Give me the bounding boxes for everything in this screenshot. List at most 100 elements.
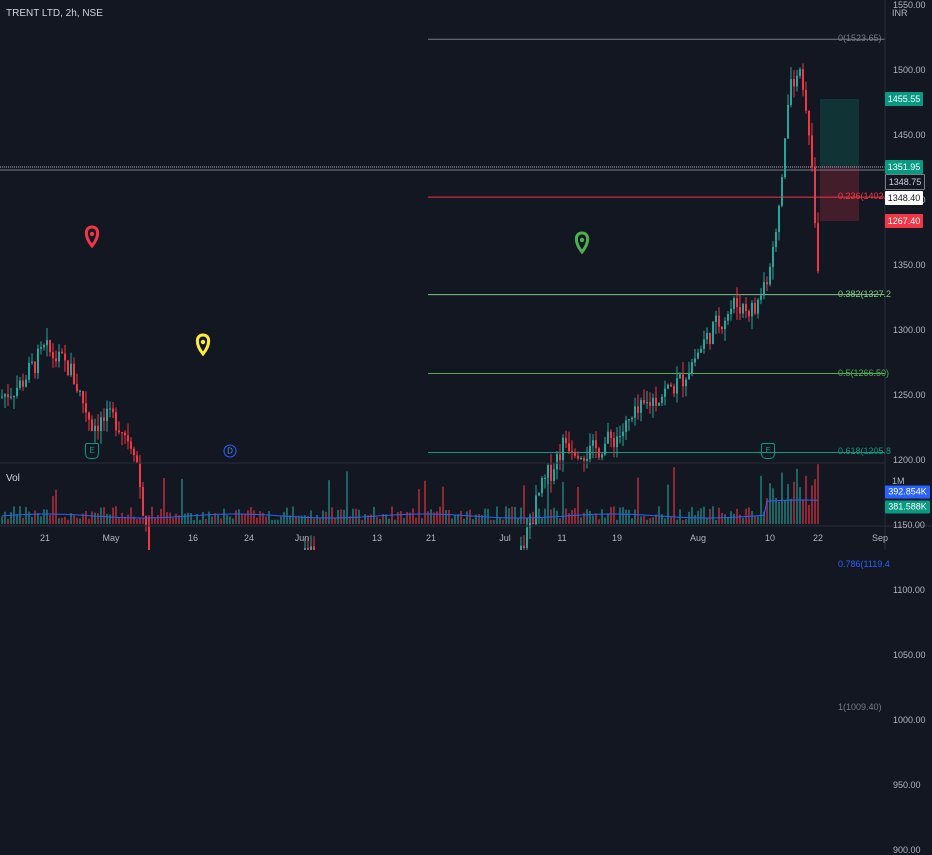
- volume-bar: [649, 518, 651, 524]
- price-tick-label: 1250.00: [893, 390, 926, 400]
- volume-bar: [622, 507, 624, 524]
- neutral-signal-marker-icon-shape: [195, 333, 211, 357]
- volume-bar: [268, 511, 270, 524]
- candle-body: [721, 326, 723, 330]
- candle-body: [592, 440, 594, 446]
- volume-bar: [43, 509, 45, 524]
- earnings-event-icon[interactable]: E: [85, 443, 99, 459]
- volume-bar: [373, 506, 375, 524]
- volume-bar: [664, 518, 666, 524]
- volume-bar: [142, 518, 144, 524]
- volume-bar: [343, 509, 345, 524]
- earnings-event-icon[interactable]: E: [761, 443, 775, 459]
- dividend-event-icon[interactable]: D: [223, 444, 237, 458]
- position-stop-zone[interactable]: [820, 167, 859, 221]
- volume-label[interactable]: Vol: [6, 473, 20, 484]
- volume-bar: [217, 515, 219, 524]
- volume-bar: [121, 512, 123, 524]
- candle-body: [682, 374, 684, 387]
- candle-body: [529, 522, 531, 528]
- volume-bar: [772, 488, 774, 524]
- volume-bar: [85, 511, 87, 524]
- volume-bar: [709, 508, 711, 524]
- volume-bar: [412, 508, 414, 524]
- chart-canvas[interactable]: [0, 0, 932, 550]
- volume-bar: [304, 515, 306, 524]
- volume-bar: [136, 519, 138, 524]
- candle-body: [772, 247, 774, 267]
- volume-bar: [265, 516, 267, 524]
- candle-body: [124, 432, 126, 436]
- volume-bar: [214, 513, 216, 524]
- volume-bar: [742, 517, 744, 524]
- candle-body: [637, 406, 639, 413]
- time-tick-label: 21: [425, 533, 437, 543]
- candlestick-series[interactable]: [1, 63, 819, 550]
- signal-markers[interactable]: [84, 225, 590, 357]
- volume-bar: [160, 508, 162, 524]
- volume-bar: [49, 514, 51, 524]
- volume-bar: [775, 497, 777, 524]
- symbol-title[interactable]: TRENT LTD, 2h, NSE: [6, 8, 103, 19]
- buy-signal-marker-icon-dot: [579, 237, 585, 243]
- volume-bar: [589, 510, 591, 524]
- candle-body: [664, 388, 666, 397]
- candle-body: [742, 303, 744, 314]
- candle-body: [751, 302, 753, 317]
- volume-bar: [640, 516, 642, 524]
- volume-bar: [82, 513, 84, 524]
- volume-bar: [817, 464, 819, 524]
- candle-body: [574, 451, 576, 456]
- volume-bar: [331, 507, 333, 524]
- candle-body: [619, 436, 621, 438]
- candle-body: [67, 360, 69, 376]
- candle-body: [700, 348, 702, 353]
- volume-bar: [562, 481, 564, 524]
- volume-bar: [382, 513, 384, 524]
- candle-body: [808, 110, 810, 136]
- price-tick-label: 1050.00: [893, 650, 926, 660]
- candle-body: [1, 396, 3, 398]
- volume-bar: [661, 514, 663, 524]
- volume-bar: [67, 519, 69, 524]
- volume-bar: [610, 507, 612, 524]
- volume-bar: [178, 515, 180, 524]
- candle-body: [541, 478, 543, 494]
- candle-body: [46, 340, 48, 346]
- volume-bar: [211, 516, 213, 524]
- candle-body: [655, 397, 657, 406]
- fib-level-label: 0(1523.65): [838, 33, 882, 44]
- candle-body: [127, 435, 129, 442]
- volume-bar: [715, 519, 717, 524]
- volume-bar: [457, 514, 459, 524]
- volume-bar: [190, 513, 192, 524]
- volume-bar: [88, 518, 90, 524]
- fib-level-label: 1(1009.40): [838, 701, 882, 712]
- fibonacci-retracement[interactable]: [428, 38, 885, 550]
- volume-bar: [646, 519, 648, 524]
- candle-body: [706, 332, 708, 340]
- crosshair-price-badge: 1348.40: [885, 191, 923, 205]
- fib-level-label: 0.236(1402.2: [838, 191, 892, 202]
- volume-bar: [163, 477, 165, 524]
- volume-bar: [25, 507, 27, 524]
- candle-body: [733, 298, 735, 309]
- candle-body: [727, 314, 729, 321]
- volume-bar: [523, 485, 525, 524]
- candle-body: [313, 546, 315, 550]
- volume-bar: [400, 511, 402, 524]
- volume-bar: [202, 512, 204, 524]
- candle-body: [670, 384, 672, 387]
- volume-series[interactable]: [1, 464, 819, 524]
- volume-bar: [718, 507, 720, 524]
- position-target-zone[interactable]: [820, 99, 859, 167]
- candle-body: [688, 373, 690, 380]
- volume-bar: [484, 508, 486, 524]
- price-tick-label: 1450.00: [893, 130, 926, 140]
- candle-body: [697, 352, 699, 359]
- volume-bar: [478, 514, 480, 524]
- candle-body: [703, 339, 705, 349]
- candle-body: [790, 79, 792, 105]
- candle-body: [547, 465, 549, 478]
- volume-bar: [388, 518, 390, 524]
